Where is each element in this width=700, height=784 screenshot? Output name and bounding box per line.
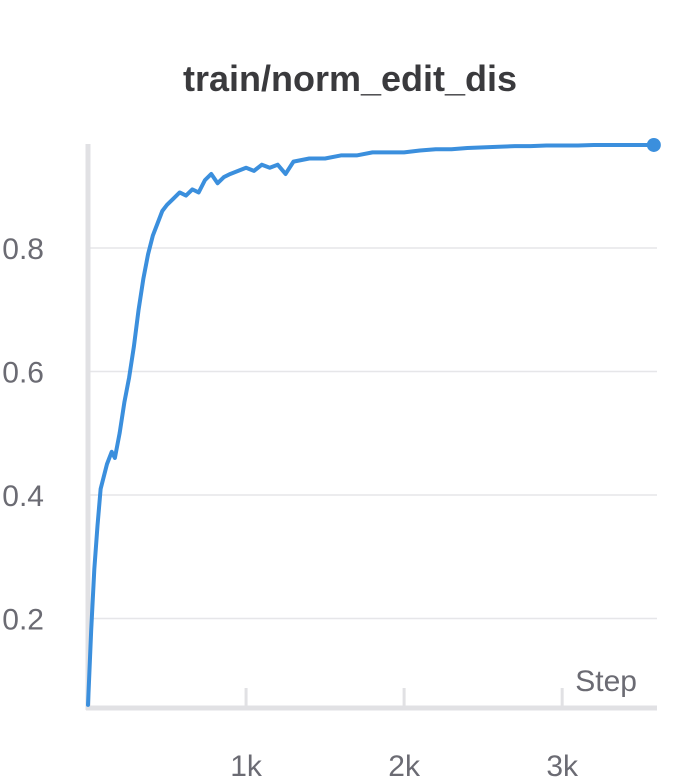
series-endpoint-marker — [646, 137, 661, 152]
tick-label-layer: 0.2 0.4 0.6 0.8 1k 2k 3k — [2, 233, 579, 783]
y-tick-label: 0.6 — [2, 357, 44, 390]
x-tick-label: 3k — [546, 750, 579, 783]
axis-layer — [85, 144, 657, 711]
x-tick-label: 1k — [230, 750, 263, 783]
chart-title: train/norm_edit_dis — [182, 58, 518, 99]
y-tick-label: 0.8 — [2, 233, 44, 266]
y-tick-label: 0.4 — [2, 480, 44, 513]
y-tick-label: 0.2 — [2, 603, 44, 636]
x-axis-title: Step — [575, 665, 637, 698]
series-line — [86, 142, 656, 707]
grid-layer — [88, 247, 657, 620]
series-layer — [86, 137, 661, 707]
x-tick-label: 2k — [388, 750, 421, 783]
